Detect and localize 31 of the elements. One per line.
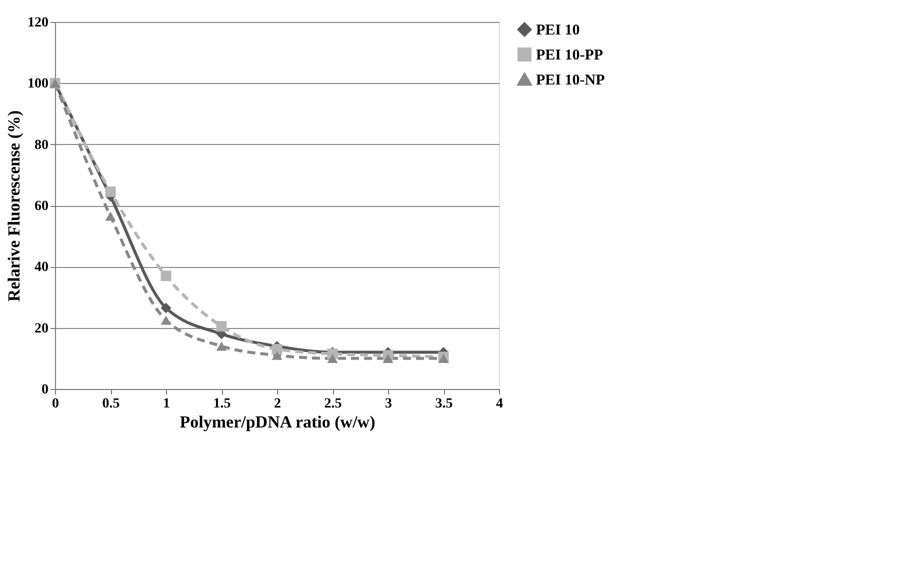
- y-tick-label: 80: [34, 138, 48, 153]
- y-tick-label: 60: [34, 199, 48, 214]
- x-tick-label: 1.5: [213, 396, 231, 412]
- x-tick-label: 3.5: [435, 396, 453, 412]
- point: [160, 316, 172, 325]
- x-tick-label: 3: [385, 396, 392, 412]
- point: [105, 212, 116, 221]
- y-tick-label: 40: [34, 260, 48, 276]
- legend-label: PEI 10-PP: [536, 48, 604, 64]
- y-tick-label: 100: [28, 76, 48, 92]
- x-tick-label: 2: [274, 396, 281, 412]
- legend-label: PEI 10-NP: [536, 72, 605, 88]
- y-axis-title: Relarive Fluorescense (%): [4, 110, 24, 302]
- point: [216, 342, 227, 351]
- x-tick-label: 0: [52, 396, 59, 412]
- x-tick-label: 0.5: [102, 396, 120, 412]
- y-tick-label: 20: [34, 321, 48, 336]
- point: [216, 321, 227, 332]
- point: [382, 354, 394, 363]
- legend-label: PEI 10: [536, 22, 580, 38]
- point: [160, 302, 172, 314]
- x-tick-label: 4: [496, 396, 503, 412]
- x-tick-label: 1: [163, 396, 170, 412]
- point: [105, 186, 116, 197]
- y-tick-label: 120: [28, 16, 48, 30]
- x-axis-title: Polymer/pDNA ratio (w/w): [180, 412, 376, 432]
- point: [327, 354, 338, 363]
- x-tick-label: 2.5: [324, 396, 342, 412]
- point: [160, 270, 172, 282]
- y-tick-label: 0: [42, 382, 48, 398]
- point: [272, 350, 282, 360]
